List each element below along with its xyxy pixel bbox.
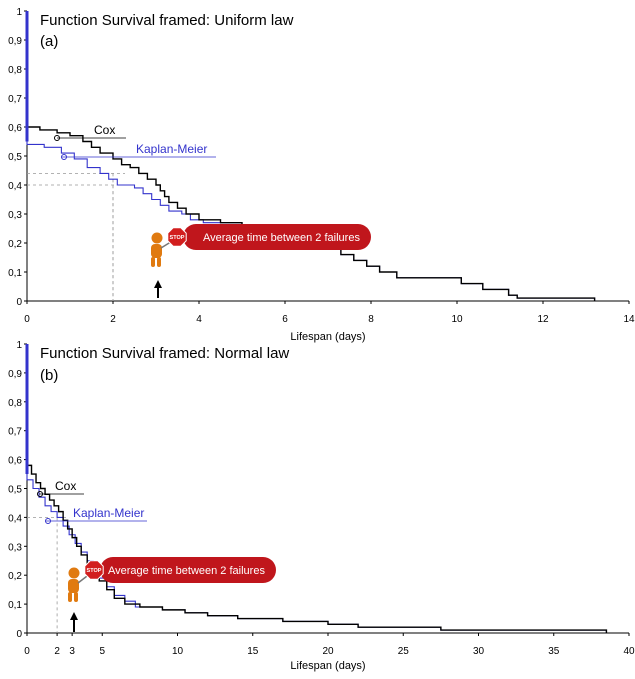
chart-title: Function Survival framed: Normal law [40, 345, 289, 362]
y-tick-label: 0,8 [8, 398, 22, 409]
y-tick-label: 0,1 [8, 600, 22, 611]
y-tick-label: 0,4 [8, 513, 22, 524]
figure-leg-right [74, 592, 78, 602]
x-tick-label: 0 [24, 314, 30, 325]
chart-panel-a: Function Survival framed: Uniform law (a)… [8, 7, 635, 343]
cox-series-line [26, 344, 608, 633]
x-tick-label: 14 [623, 314, 635, 325]
x-tick-label: 6 [282, 314, 288, 325]
y-tick-label: 0,6 [8, 123, 22, 134]
y-tick-label: 0,4 [8, 181, 22, 192]
y-tick-label: 0,3 [8, 210, 22, 221]
chart-title: Function Survival framed: Uniform law [40, 12, 294, 29]
legend-km-marker [45, 518, 51, 524]
y-tick-label: 0 [16, 297, 22, 308]
legend-cox-marker [37, 491, 43, 497]
y-tick-label: 0,2 [8, 239, 22, 250]
x-tick-label: 25 [398, 646, 410, 657]
up-arrow-head [154, 280, 162, 288]
stop-sign-glyph: STOP [87, 568, 102, 574]
x-tick-label: 10 [172, 646, 184, 657]
y-tick-label: 0,8 [8, 65, 22, 76]
y-tick-label: 1 [16, 7, 22, 18]
callout-text: Average time between 2 failures [203, 232, 360, 244]
y-tick-label: 0,9 [8, 36, 22, 47]
x-tick-label: 40 [623, 646, 635, 657]
figure-leg-left [151, 257, 155, 267]
chart-subtitle: (a) [40, 33, 58, 50]
figure-body [151, 244, 162, 258]
legend-km-marker [61, 154, 67, 160]
x-tick-label: 4 [196, 314, 202, 325]
callout-text: Average time between 2 failures [108, 565, 265, 577]
x-axis-label: Lifespan (days) [290, 331, 365, 343]
up-arrow-head [70, 612, 78, 620]
stop-sign-shape [167, 227, 187, 247]
figure-body [68, 579, 79, 593]
y-tick-label: 0,7 [8, 427, 22, 438]
x-axis-label: Lifespan (days) [290, 660, 365, 672]
x-tick-label: 20 [322, 646, 334, 657]
figure-head [68, 567, 80, 579]
y-tick-label: 0,2 [8, 571, 22, 582]
up-arrow-icon [70, 612, 78, 632]
y-tick-label: 0 [16, 629, 22, 640]
y-tick-label: 0,1 [8, 268, 22, 279]
stop-sign-shape [84, 560, 104, 580]
figure-leg-right [157, 257, 161, 267]
x-tick-label: 5 [99, 646, 105, 657]
stop-sign-icon: STOP [167, 227, 187, 247]
callout-bubble [183, 224, 371, 250]
x-tick-label: 0 [24, 646, 30, 657]
legend-km-label: Kaplan-Meier [73, 506, 144, 520]
legend-cox-label: Cox [94, 123, 115, 137]
y-tick-label: 0,6 [8, 456, 22, 467]
stop-sign-icon: STOP [84, 560, 104, 580]
x-tick-label: 12 [537, 314, 549, 325]
legend-km-label: Kaplan-Meier [136, 142, 207, 156]
figure-head [151, 232, 163, 244]
x-tick-label: 8 [368, 314, 374, 325]
legend-cox-label: Cox [55, 479, 76, 493]
y-tick-label: 1 [16, 340, 22, 351]
callout-bubble [100, 557, 276, 583]
y-tick-label: 0,9 [8, 369, 22, 380]
x-tick-label: 3 [69, 646, 75, 657]
stop-sign-glyph: STOP [170, 235, 185, 241]
y-tick-label: 0,7 [8, 94, 22, 105]
x-tick-label: 10 [451, 314, 463, 325]
chart-panel-b: Function Survival framed: Normal law (b) 0… [8, 340, 635, 672]
orange-figure-icon [151, 232, 175, 267]
chart-subtitle: (b) [40, 367, 58, 384]
x-tick-label: 2 [110, 314, 116, 325]
y-tick-label: 0,5 [8, 152, 22, 163]
x-tick-label: 35 [548, 646, 560, 657]
figure-leg-left [68, 592, 72, 602]
kaplan-meier-series-line [26, 11, 596, 301]
x-tick-label: 2 [54, 646, 60, 657]
x-tick-label: 15 [247, 646, 259, 657]
x-tick-label: 30 [473, 646, 485, 657]
cox-series-line [26, 11, 596, 301]
y-tick-label: 0,5 [8, 485, 22, 496]
legend-cox-marker [54, 135, 60, 141]
up-arrow-icon [154, 280, 162, 298]
y-tick-label: 0,3 [8, 542, 22, 553]
